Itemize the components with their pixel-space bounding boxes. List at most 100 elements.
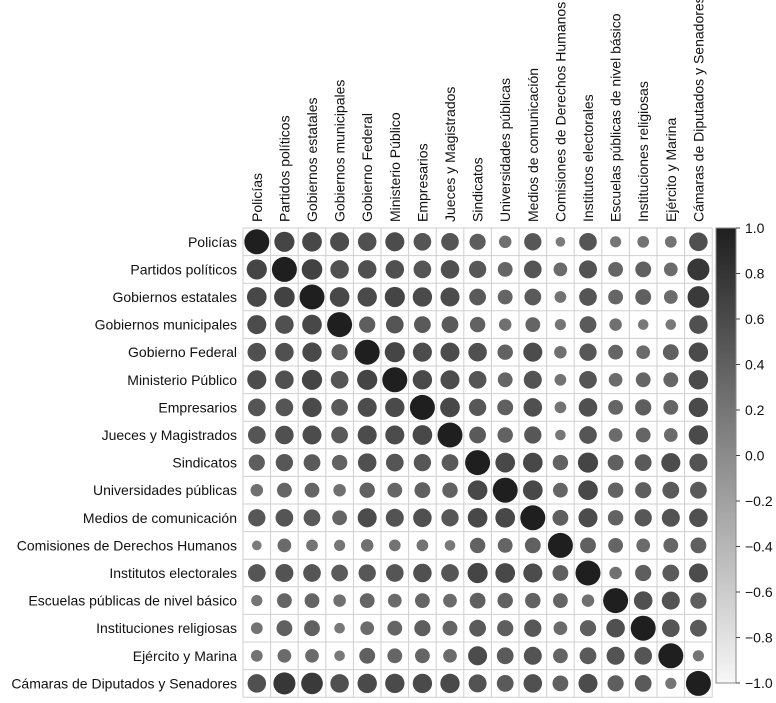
row-label: Medios de comunicación <box>83 510 237 526</box>
correlation-circle <box>578 480 598 501</box>
correlation-circle <box>385 397 405 418</box>
correlation-circle <box>444 540 456 551</box>
correlation-circle <box>416 539 429 552</box>
column-label: Gobierno Federal <box>359 113 375 222</box>
correlation-circle <box>385 260 405 279</box>
column-label: Empresarios <box>414 143 430 222</box>
correlation-circle <box>687 258 710 281</box>
correlation-circle <box>248 454 265 471</box>
row-label: Ejército y Marina <box>133 648 237 664</box>
correlation-circle <box>304 482 320 498</box>
correlation-circle <box>441 454 459 471</box>
correlation-circle <box>334 539 346 551</box>
correlation-circle <box>384 286 405 308</box>
correlation-circle <box>385 453 404 472</box>
correlation-circle <box>608 400 623 415</box>
correlation-circle <box>497 538 513 553</box>
correlation-circle <box>579 426 597 444</box>
correlation-circle <box>441 564 459 582</box>
column-label: Sindicatos <box>470 157 486 222</box>
correlation-circle <box>385 564 404 582</box>
correlation-circle <box>603 588 629 614</box>
correlation-circle <box>277 648 292 663</box>
correlation-circle <box>247 674 267 693</box>
correlation-circle <box>497 289 513 305</box>
correlation-circle <box>251 540 262 551</box>
correlation-circle <box>635 289 652 305</box>
colorbar-tick-label: 0.4 <box>745 357 765 373</box>
correlation-circle <box>302 314 322 335</box>
correlation-circle <box>359 482 375 498</box>
correlation-circle <box>635 482 652 499</box>
correlation-circle <box>688 563 708 583</box>
correlation-circle <box>690 619 707 637</box>
correlation-circle <box>579 620 597 637</box>
correlation-circle <box>277 593 292 608</box>
row-label: Instituciones religiosas <box>96 620 237 636</box>
correlation-circle <box>609 318 622 331</box>
correlation-circle <box>552 565 569 581</box>
correlation-circle <box>301 672 323 695</box>
correlation-circle <box>689 232 708 252</box>
row-label: Universidades públicas <box>93 482 237 498</box>
correlation-circle <box>689 315 708 334</box>
correlation-circle <box>354 339 380 365</box>
column-label: Institutos electorales <box>580 94 596 222</box>
correlation-circle <box>547 532 573 558</box>
correlation-circle <box>469 288 486 306</box>
correlation-circle <box>578 673 598 693</box>
correlation-circle <box>581 594 595 607</box>
colorbar-tick-label: −0.6 <box>745 584 773 600</box>
column-label: Cámaras de Diputados y Senadores <box>690 0 706 222</box>
correlation-circle <box>277 538 292 553</box>
correlation-circle <box>387 593 402 608</box>
correlation-circle <box>606 618 625 638</box>
correlation-circle <box>275 342 294 362</box>
correlation-circle <box>440 342 460 362</box>
row-label: Gobiernos municipales <box>95 317 237 333</box>
correlation-circle <box>554 291 567 303</box>
correlation-circle <box>523 260 542 279</box>
correlation-circle <box>334 622 345 634</box>
row-label: Policías <box>188 234 237 250</box>
correlation-circle <box>247 426 266 444</box>
correlation-circle <box>637 319 649 330</box>
correlation-circle <box>331 426 348 444</box>
row-label: Partidos políticos <box>130 261 237 277</box>
grid <box>242 227 713 698</box>
correlation-circle <box>275 370 294 390</box>
correlation-circle <box>303 454 321 471</box>
correlation-circle <box>330 370 349 389</box>
row-label: Gobierno Federal <box>128 344 237 360</box>
correlation-circle <box>304 593 320 608</box>
colorbar: 1.0 0.8 0.6 0.4 0.2 0.0 −0.2 −0.4 −0.6 −0.8 −1.0 <box>715 220 773 691</box>
correlation-circle <box>385 425 405 445</box>
correlation-circle <box>468 342 487 362</box>
correlation-circle <box>275 425 294 445</box>
correlation-circle <box>575 560 601 586</box>
correlation-circle <box>360 539 374 552</box>
correlation-circle <box>413 563 432 583</box>
correlation-circle <box>387 648 403 664</box>
correlation-circle <box>305 648 319 663</box>
correlation-circle <box>689 508 708 528</box>
correlation-circle <box>440 673 460 694</box>
colorbar-tick-label: 0.8 <box>745 266 765 282</box>
row-labels: Policías Partidos políticos Gobiernos esta… <box>11 234 237 692</box>
correlation-circle <box>246 287 267 307</box>
correlation-circle <box>579 647 597 665</box>
correlation-circle <box>661 508 680 527</box>
correlation-circle <box>496 647 514 665</box>
circles <box>244 229 711 696</box>
colorbar-tick-label: −0.2 <box>745 493 773 509</box>
column-label: Gobiernos municipales <box>332 80 348 222</box>
correlation-circle <box>498 235 512 249</box>
correlation-circle <box>578 260 598 279</box>
correlation-circle <box>327 312 353 338</box>
correlation-circle <box>498 318 512 331</box>
correlation-circle <box>520 505 546 531</box>
correlation-circle <box>524 426 542 444</box>
correlation-circle <box>579 288 597 306</box>
correlation-circle <box>357 369 378 390</box>
